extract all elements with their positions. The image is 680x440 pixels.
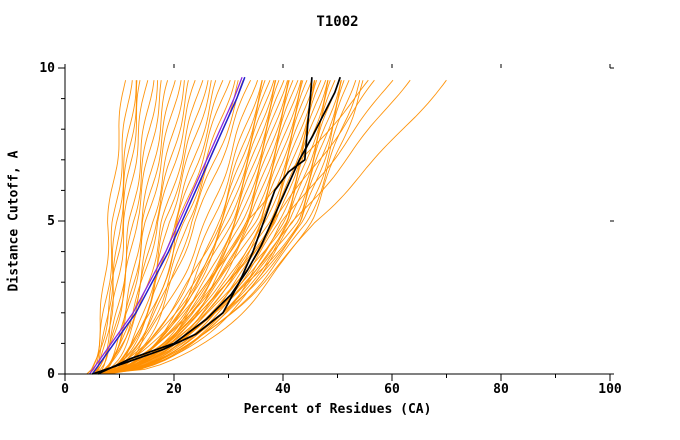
ensemble-curve bbox=[103, 79, 369, 375]
ensemble-curve bbox=[103, 79, 394, 375]
ensemble-curve bbox=[97, 80, 196, 375]
ensemble-curve bbox=[97, 80, 236, 375]
ensemble-curve bbox=[92, 80, 304, 375]
ensemble-curve bbox=[97, 79, 411, 375]
ensemble-curve bbox=[97, 80, 276, 375]
ensemble-curve bbox=[92, 80, 340, 375]
ensemble-curve bbox=[97, 80, 357, 375]
ensemble-curve bbox=[97, 79, 252, 375]
model-purple-curve bbox=[88, 76, 243, 375]
ensemble-curve bbox=[92, 80, 189, 375]
ensemble-curve bbox=[103, 80, 209, 375]
x-tick-label: 60 bbox=[384, 382, 400, 397]
y-tick-label: 5 bbox=[47, 214, 55, 229]
ensemble-curve bbox=[92, 80, 162, 375]
ensemble-curve bbox=[92, 80, 259, 375]
ensemble-curve bbox=[94, 80, 263, 375]
x-tick-label: 0 bbox=[61, 382, 69, 397]
ensemble-curve bbox=[97, 80, 159, 375]
ensemble-curve bbox=[92, 80, 277, 375]
ensemble-curve bbox=[97, 80, 299, 375]
x-tick-label: 40 bbox=[275, 382, 291, 397]
ensemble-curve bbox=[92, 80, 285, 375]
model-blue-curve bbox=[91, 76, 246, 375]
ensemble-curve bbox=[103, 80, 244, 375]
ensemble-curve bbox=[97, 80, 204, 375]
ensemble-curve bbox=[97, 80, 271, 375]
y-tick-label: 0 bbox=[47, 367, 55, 382]
ensemble-curve bbox=[92, 80, 155, 375]
ensemble-curve bbox=[97, 80, 364, 375]
reference-black-1-curve bbox=[92, 77, 313, 375]
x-tick-label: 100 bbox=[598, 382, 622, 397]
ensemble-curve bbox=[92, 80, 289, 375]
ensemble-curve bbox=[92, 80, 176, 375]
x-tick-label: 80 bbox=[493, 382, 509, 397]
ensemble-curve bbox=[92, 80, 149, 375]
ensemble-curve bbox=[97, 80, 182, 375]
ensemble-curve bbox=[92, 80, 266, 375]
ensemble-curve bbox=[86, 80, 141, 375]
chart-title: T1002 bbox=[316, 14, 359, 30]
ensemble-curve bbox=[97, 80, 224, 375]
ensemble-curve bbox=[97, 80, 303, 375]
ensemble-curve bbox=[92, 80, 350, 375]
ensemble-curve bbox=[91, 80, 137, 375]
reference-black-2-curve bbox=[97, 76, 342, 375]
ensemble-curve bbox=[92, 80, 322, 375]
ensemble-curve bbox=[92, 80, 294, 375]
x-tick-label: 20 bbox=[166, 382, 182, 397]
y-axis-label-text: Distance Cutoff, A bbox=[6, 150, 22, 292]
x-axis-label: Percent of Residues (CA) bbox=[243, 402, 432, 417]
ensemble-curve bbox=[89, 80, 133, 375]
ensemble-curve bbox=[108, 79, 447, 375]
ensemble-curve bbox=[86, 80, 127, 375]
y-tick-label: 10 bbox=[39, 61, 55, 76]
ensemble-curve bbox=[92, 80, 302, 375]
ensemble-curve bbox=[97, 80, 185, 375]
ensemble-curve bbox=[97, 80, 288, 375]
